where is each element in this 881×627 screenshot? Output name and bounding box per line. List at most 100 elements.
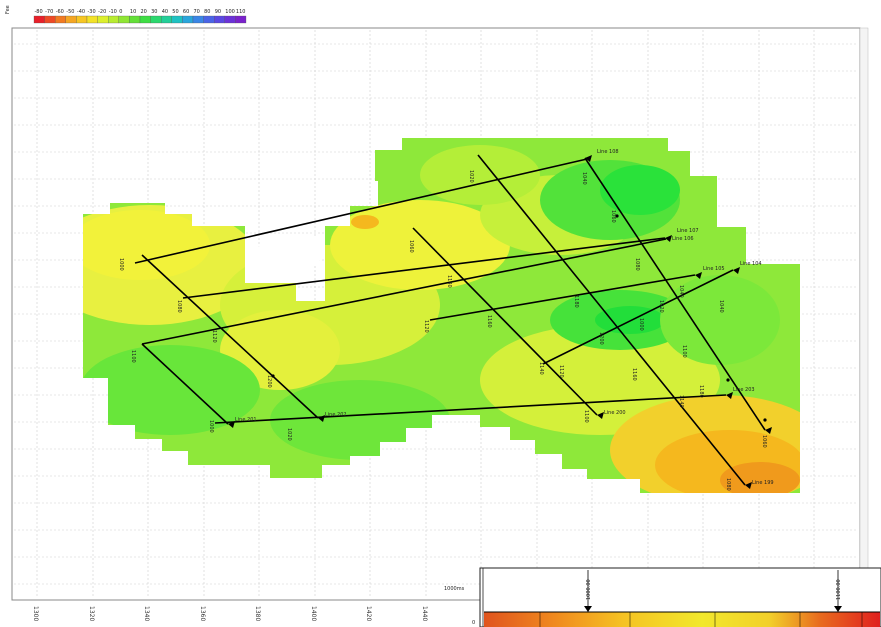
legend-swatch — [76, 15, 88, 24]
legend-tick-label: -60 — [56, 9, 64, 15]
shotpoint-label: 1060 — [610, 210, 616, 223]
seismic-line[interactable] — [477, 154, 746, 486]
x-axis-tick-label: 1400 — [310, 606, 317, 621]
legend-tick-label: 10 — [130, 9, 136, 15]
legend-swatch — [55, 15, 66, 24]
legend-tick-label: -20 — [98, 9, 106, 15]
line-name-label: Line 105 — [703, 266, 725, 272]
shotpoint-label: 1180 — [698, 385, 704, 398]
shotpoint-label: 1060 — [761, 435, 767, 448]
inset-trace-label: 1100.00 — [836, 579, 842, 600]
legend-tick-label: 20 — [141, 9, 147, 15]
legend-swatch — [235, 15, 247, 24]
shotpoint-label: 1100 — [130, 350, 136, 363]
x-axis-tick-label: 1300 — [32, 606, 39, 621]
shotpoint-label: 1200 — [598, 332, 604, 345]
color-scale-legend: Fee -80 -70 -60 -50 -40 -30 -20 -10 0 10 20 30 40 50 6… — [5, 5, 247, 24]
legend-unit-label: Fee — [5, 5, 11, 14]
seismic-line[interactable] — [412, 227, 598, 416]
shotpoint-label: 1160 — [631, 368, 637, 381]
legend-tick-label: 90 — [215, 9, 221, 15]
legend-tick-label: -50 — [66, 9, 74, 15]
legend-swatch — [203, 15, 215, 24]
shotpoint-label: 1040 — [718, 300, 724, 313]
seismic-line[interactable] — [214, 394, 727, 424]
shotpoint-label: 1120 — [211, 330, 217, 343]
legend-swatch — [182, 15, 194, 24]
inset-trace-label: 1000.00 — [586, 579, 592, 600]
seismic-line[interactable] — [542, 269, 734, 365]
legend-tick-label: 100 — [225, 9, 235, 15]
legend-swatch — [129, 15, 141, 24]
seismic-line[interactable] — [141, 254, 319, 419]
x-axis-tick-label: 1420 — [365, 606, 372, 621]
seismic-line[interactable] — [141, 238, 667, 345]
seismic-section-inset[interactable]: 1000ms 0 1000.00 1100.00 — [444, 567, 881, 627]
x-axis-tick-label: 1440 — [421, 606, 428, 621]
legend-swatch — [161, 15, 172, 24]
shotpoint-label: 1140 — [538, 362, 544, 375]
legend-swatch — [171, 15, 183, 24]
legend-tick-label: -70 — [45, 9, 53, 15]
line-name-label: Line 203 — [733, 387, 755, 393]
line-name-label: Line 106 — [672, 236, 694, 242]
seismic-line[interactable] — [182, 237, 666, 299]
shotpoint-label: 1020 — [468, 170, 474, 183]
shotpoint-label: 1120 — [558, 365, 564, 378]
shotpoint-label: 1100 — [681, 345, 687, 358]
legend-tick-label: 110 — [236, 9, 246, 15]
x-axis-tick-label: 1340 — [143, 606, 150, 621]
line-name-label: Line 201 — [235, 417, 257, 423]
shotpoint-label: 1080 — [634, 258, 640, 271]
legend-tick-label: 40 — [162, 9, 168, 15]
line-name-label: Line 200 — [604, 410, 626, 416]
x-axis-labels: 1300 1320 1340 1360 1380 1400 1420 1440 — [32, 606, 428, 621]
legend-tick-label: 0 — [119, 9, 122, 15]
shotpoint-label: 1040 — [581, 172, 587, 185]
shotpoint-label: 1040 — [678, 285, 684, 298]
shotpoint-label: 1100 — [583, 410, 589, 423]
shotpoint-labels: 1000 1020 1040 1060 1080 1100 1120 1140 1160 1180… — [118, 170, 767, 491]
surface-gap — [245, 238, 320, 283]
legend-tick-label: -10 — [109, 9, 117, 15]
legend-tick-label: 80 — [204, 9, 210, 15]
line-name-label: Line 199 — [752, 480, 774, 486]
shotpoint-label: 1140 — [446, 275, 452, 288]
line-name-label: Line 108 — [597, 149, 619, 155]
seismic-line[interactable] — [584, 157, 766, 431]
line-name-labels: Line 108 Line 107 Line 106 Line 105 Line 104… — [235, 149, 774, 486]
legend-tick-label: -40 — [77, 9, 85, 15]
shotpoint-label: 1000 — [638, 318, 644, 331]
seismic-line[interactable] — [134, 158, 588, 264]
shotpoint-label: 1080 — [176, 300, 182, 313]
shotpoint-label: 1200 — [266, 375, 272, 388]
legend-swatches — [33, 15, 247, 24]
shotpoint-label: 1120 — [423, 320, 429, 333]
seismic-line[interactable] — [429, 274, 696, 321]
legend-tick-label: -30 — [88, 9, 96, 15]
legend-swatch — [86, 15, 98, 24]
inset-section-band — [484, 612, 880, 627]
line-markers — [228, 155, 772, 489]
legend-swatch — [33, 15, 45, 24]
shotpoint-label: 1020 — [286, 428, 292, 441]
legend-swatch — [44, 15, 56, 24]
inset-axis-label: 1000ms — [444, 586, 465, 592]
x-axis-tick-label: 1360 — [199, 606, 206, 621]
seismic-line[interactable] — [141, 343, 229, 425]
seismic-lines — [134, 154, 766, 486]
legend-swatch — [150, 15, 162, 24]
shotpoint-label: 1080 — [725, 478, 731, 491]
x-axis-tick-label: 1320 — [88, 606, 95, 621]
legend-swatch — [214, 15, 225, 24]
shotpoint-label: 1000 — [208, 420, 214, 433]
legend-swatch — [108, 15, 119, 24]
x-axis-tick-label: 1380 — [254, 606, 261, 621]
shotpoint-label: 1180 — [573, 295, 579, 308]
line-name-label: Line 202 — [325, 412, 347, 418]
line-name-label: Line 107 — [677, 228, 699, 234]
legend-tick-label: 30 — [151, 9, 157, 15]
legend-tick-label: 70 — [194, 9, 200, 15]
shotpoint-label: 1020 — [658, 300, 664, 313]
vertical-scrollbar[interactable] — [859, 27, 869, 601]
